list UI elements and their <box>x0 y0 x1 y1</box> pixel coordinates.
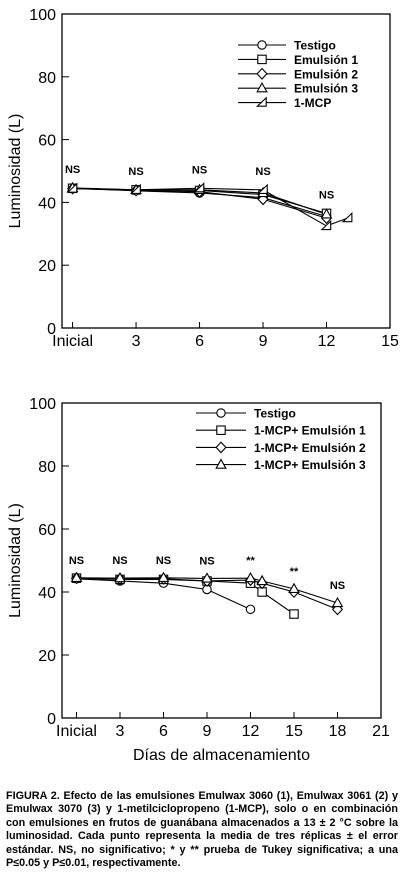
significance-label: ** <box>290 566 299 578</box>
caption-text: FIGURA 2. Efecto de las emulsiones Emulw… <box>6 790 398 870</box>
data-point <box>157 571 170 582</box>
plot-frame <box>61 13 391 329</box>
figure-caption: FIGURA 2. Efecto de las emulsiones Emulw… <box>6 790 398 870</box>
data-point <box>193 182 205 193</box>
y-tick-label: 80 <box>38 70 56 87</box>
x-tick-label: 12 <box>242 723 260 740</box>
significance-label: NS <box>192 164 207 176</box>
x-tick-label: 3 <box>116 723 125 740</box>
x-tick-label: 3 <box>132 333 141 350</box>
legend-label: Emulsión 3 <box>294 82 358 96</box>
data-point <box>245 604 256 615</box>
legend-label: 1-MCP+ Emulsión 2 <box>254 441 366 455</box>
chart-bottom: 0 20 40 60 80 100 Inicial 3 6 9 12 15 18 21 Luminosida… <box>7 396 390 764</box>
data-point <box>257 193 269 206</box>
data-point <box>288 582 300 593</box>
legend-marker <box>216 425 226 435</box>
x-tick-label: 6 <box>159 723 168 740</box>
significance-label: NS <box>156 555 171 567</box>
data-point <box>256 574 268 586</box>
series-line <box>76 577 338 610</box>
x-tick-label: Inicial <box>56 723 97 740</box>
data-point <box>114 571 126 583</box>
x-tick-label: 12 <box>318 333 336 350</box>
y-tick-label: 40 <box>38 195 56 212</box>
legend-label: Emulsión 2 <box>294 67 358 81</box>
x-tick-label: 15 <box>285 723 303 740</box>
x-tick-label: 6 <box>195 333 204 350</box>
significance-label: NS <box>199 555 214 567</box>
legend-label: 1-MCP <box>294 96 331 110</box>
data-point <box>130 183 141 194</box>
y-axis-label: Luminosidad (L) <box>7 503 24 618</box>
data-point <box>257 183 268 194</box>
legend-marker <box>216 408 226 418</box>
legend-marker <box>256 82 268 93</box>
data-point <box>70 571 83 582</box>
legend-label: 1-MCP+ Emulsión 3 <box>254 458 366 472</box>
y-tick-label: 20 <box>38 648 56 665</box>
significance-label: NS <box>112 555 127 567</box>
y-tick-label: 60 <box>38 522 56 539</box>
x-tick-label: 9 <box>259 333 268 350</box>
significance-label: NS <box>319 189 334 201</box>
chart-top: 0 20 40 60 80 100 Inicial 3 6 9 12 15 Luminosidad (L… <box>7 7 399 350</box>
data-point <box>244 571 257 583</box>
y-tick-label: 80 <box>38 459 56 476</box>
legend-label: 1-MCP+ Emulsión 1 <box>254 424 366 438</box>
legend-label: Testigo <box>294 39 336 53</box>
significance-label: NS <box>65 164 80 176</box>
legend-marker <box>256 96 267 107</box>
y-tick-label: 20 <box>38 258 56 275</box>
y-axis-label: Luminosidad (L) <box>7 114 24 229</box>
y-tick-label: 0 <box>47 321 56 338</box>
x-tick-label: 15 <box>381 333 399 350</box>
data-point <box>289 609 299 619</box>
legend-label: Emulsión 1 <box>294 53 358 67</box>
series-line <box>76 577 338 604</box>
legend-label: Testigo <box>254 407 296 421</box>
x-tick-label: 9 <box>203 723 212 740</box>
x-tick-label: 21 <box>372 723 390 740</box>
legend-marker <box>215 441 227 454</box>
plot-frame <box>61 402 382 719</box>
x-axis-label: Días de almacenamiento <box>133 747 310 764</box>
legend-marker <box>256 67 268 80</box>
data-point <box>66 182 78 193</box>
y-tick-label: 60 <box>38 133 56 150</box>
data-point <box>341 211 353 223</box>
data-point <box>320 208 333 219</box>
y-tick-label: 40 <box>38 585 56 602</box>
legend-marker <box>257 54 267 65</box>
x-tick-label: Inicial <box>52 333 93 350</box>
legend-marker <box>215 458 227 469</box>
y-tick-label: 0 <box>47 711 56 728</box>
data-point <box>320 219 332 231</box>
y-tick-label: 100 <box>29 7 56 24</box>
significance-label: NS <box>255 166 270 178</box>
significance-label: NS <box>330 580 345 592</box>
data-point <box>331 596 344 608</box>
significance-label: NS <box>69 555 84 567</box>
significance-label: ** <box>246 555 255 567</box>
x-tick-label: 18 <box>329 723 347 740</box>
data-point <box>201 572 213 583</box>
y-tick-label: 100 <box>29 396 56 413</box>
significance-label: NS <box>128 166 143 178</box>
legend-marker <box>257 40 267 50</box>
